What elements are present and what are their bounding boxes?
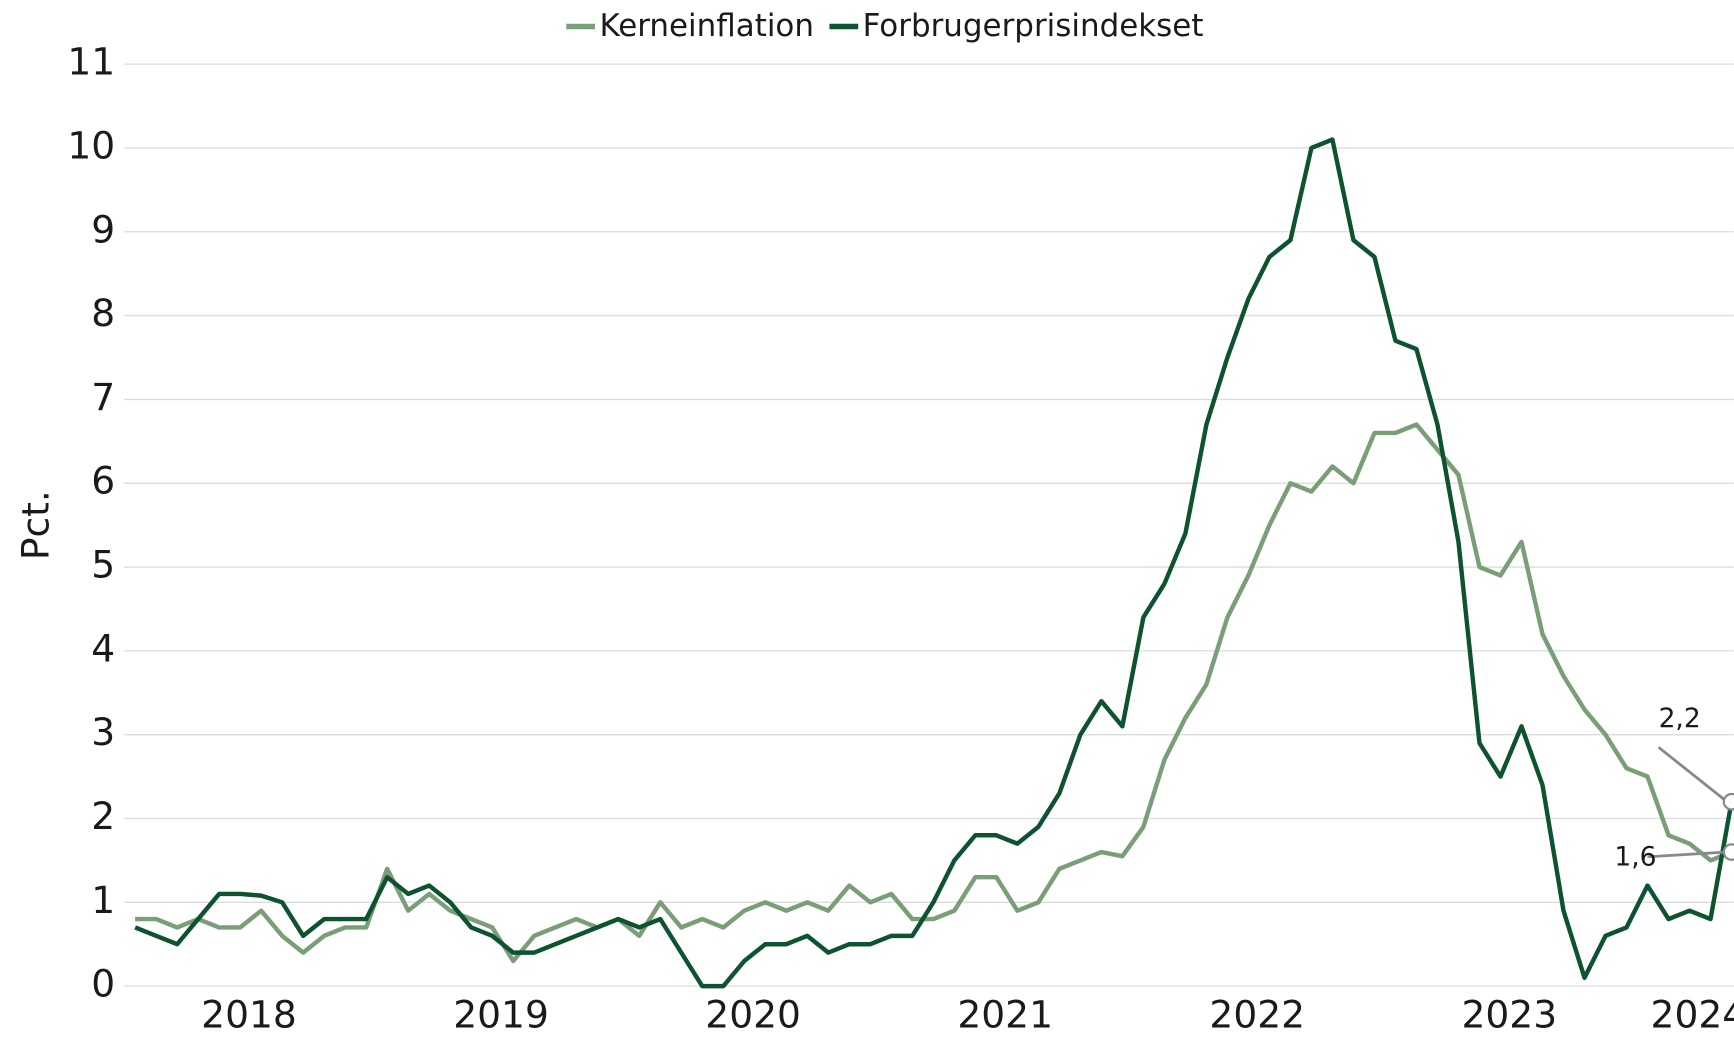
y-tick-label: 6: [91, 459, 115, 503]
legend-label: Forbrugerprisindekset: [863, 8, 1204, 44]
annotation-marker: [1722, 843, 1734, 861]
line-series: [134, 137, 1734, 989]
y-tick-label: 7: [91, 375, 115, 419]
y-tick-label: 0: [91, 962, 115, 1006]
legend: Kerneinflation Forbrugerprisindekset: [566, 8, 1203, 44]
y-tick-label: 11: [67, 40, 115, 84]
y-tick-label: 1: [91, 878, 115, 922]
x-tick-label: 2022: [1209, 993, 1305, 1037]
line-series: [135, 422, 1733, 964]
value-label: 1,6: [1614, 841, 1656, 872]
y-tick-label: 8: [91, 291, 115, 335]
x-tick-label: 2024: [1651, 993, 1734, 1037]
x-tick-label: 2023: [1462, 993, 1558, 1037]
y-tick-label: 3: [91, 710, 115, 754]
grid: 0 1 2 3 4 5 6 7 8 9 10 11 2018 2019 2020 2021 2022 2023 20…: [67, 40, 1734, 1037]
annotation-marker: [1722, 792, 1734, 811]
value-label: 2,2: [1659, 703, 1701, 734]
y-axis-label: Pct.: [13, 490, 57, 560]
y-tick-label: 2: [91, 794, 115, 838]
annotation-leader: [1647, 850, 1728, 859]
y-tick-label: 5: [91, 543, 115, 587]
y-tick-label: 10: [67, 123, 115, 167]
y-tick-label: 4: [91, 626, 115, 670]
plot-area: [134, 137, 1734, 989]
x-tick-label: 2018: [201, 993, 297, 1037]
x-tick-label: 2019: [453, 993, 549, 1037]
legend-label: Kerneinflation: [599, 8, 814, 44]
annotation-leader: [1657, 746, 1728, 803]
x-tick-label: 2020: [705, 993, 801, 1037]
x-tick-label: 2021: [957, 993, 1053, 1037]
y-tick-label: 9: [91, 207, 115, 251]
